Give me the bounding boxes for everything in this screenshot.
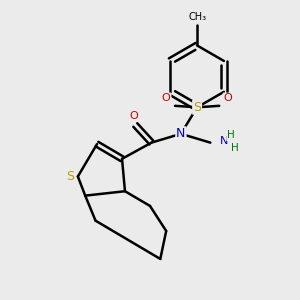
Text: N: N [219, 136, 228, 146]
Text: H: H [227, 130, 235, 140]
Text: O: O [129, 111, 138, 121]
Text: S: S [193, 101, 201, 114]
Text: N: N [176, 127, 186, 140]
Text: CH₃: CH₃ [188, 13, 206, 22]
Text: O: O [162, 94, 171, 103]
Text: H: H [231, 143, 239, 153]
Text: S: S [67, 170, 74, 183]
Text: O: O [224, 94, 233, 103]
